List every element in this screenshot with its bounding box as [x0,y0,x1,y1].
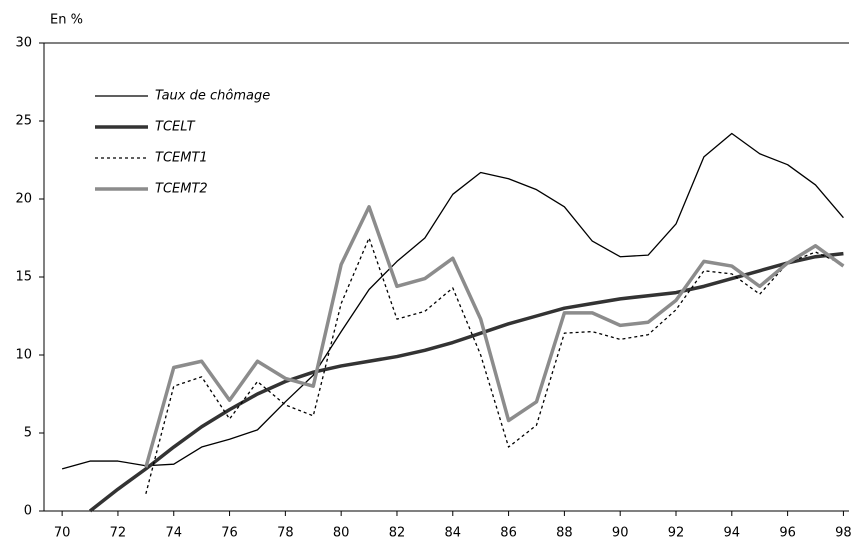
y-tick-label: 25 [15,114,32,129]
x-tick-label: 76 [221,526,238,541]
x-tick-label: 92 [668,526,685,541]
x-tick-label: 74 [165,526,182,541]
y-axis-label: En % [50,13,83,28]
x-tick-label: 82 [389,526,406,541]
x-tick-label: 86 [500,526,517,541]
x-tick-label: 88 [556,526,573,541]
y-tick-label: 0 [24,504,32,519]
x-tick-label: 78 [277,526,294,541]
y-tick-label: 30 [15,36,32,51]
legend-label: TCEMT1 [155,151,208,166]
y-tick-label: 15 [15,270,32,285]
series-line [145,237,844,495]
legend-label: TCELT [155,120,196,135]
legend-label: TCEMT2 [155,182,208,197]
x-tick-label: 72 [110,526,127,541]
x-tick-label: 80 [333,526,350,541]
y-tick-label: 10 [15,348,32,363]
x-tick-label: 84 [445,526,462,541]
x-tick-label: 98 [835,526,852,541]
series-line [61,132,844,470]
series-line [88,251,844,513]
x-tick-label: 90 [612,526,629,541]
series-line [144,205,845,468]
x-tick-label: 70 [54,526,71,541]
legend-label: Taux de chômage [155,89,270,104]
y-tick-label: 5 [24,426,32,441]
x-tick-label: 96 [779,526,796,541]
y-tick-label: 20 [15,192,32,207]
x-tick-label: 94 [724,526,741,541]
